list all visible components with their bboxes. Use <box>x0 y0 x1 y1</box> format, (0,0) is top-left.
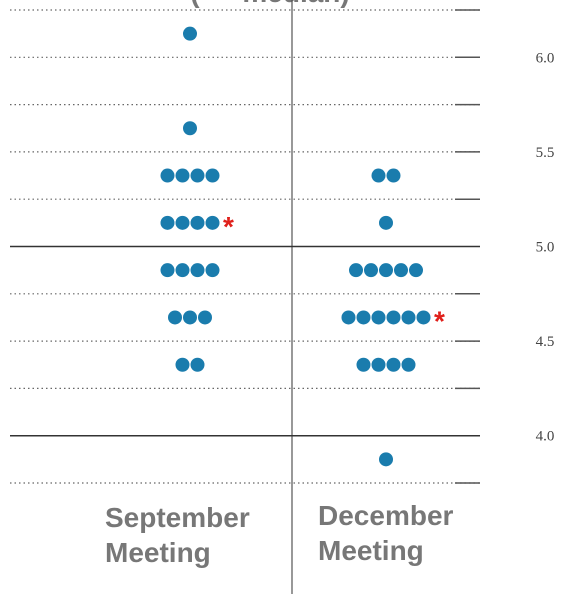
chart-title: (* = median) <box>190 0 349 8</box>
dot <box>394 263 408 278</box>
y-tick-label: 4.5 <box>536 334 555 350</box>
dot <box>198 310 212 325</box>
y-tick-label: 5.0 <box>536 240 555 256</box>
dot <box>371 168 386 183</box>
dot <box>356 357 371 372</box>
dot <box>379 215 393 230</box>
dot <box>341 310 356 325</box>
y-tick-label: 5.5 <box>536 145 555 161</box>
dot <box>364 263 378 278</box>
dot <box>183 26 197 41</box>
y-tick-label: 6.0 <box>536 50 555 66</box>
dot <box>416 310 431 325</box>
dot <box>401 310 416 325</box>
dot <box>371 357 386 372</box>
dot <box>190 357 205 372</box>
dot <box>168 310 182 325</box>
dot <box>175 215 190 230</box>
dot <box>175 263 190 278</box>
median-marker: * <box>223 211 234 242</box>
category-label: December Meeting <box>318 500 454 566</box>
dot <box>175 168 190 183</box>
category-label: September Meeting <box>105 502 250 568</box>
dot <box>379 452 393 467</box>
dot <box>386 168 401 183</box>
dot <box>183 310 197 325</box>
dot <box>386 310 401 325</box>
dot <box>205 215 220 230</box>
dot <box>371 310 386 325</box>
dot <box>160 263 175 278</box>
dot <box>190 263 205 278</box>
dot <box>190 215 205 230</box>
dot <box>349 263 363 278</box>
dot <box>160 215 175 230</box>
dot <box>401 357 416 372</box>
dot <box>205 263 220 278</box>
dot <box>183 121 197 136</box>
dot <box>409 263 423 278</box>
dot <box>356 310 371 325</box>
dot <box>205 168 220 183</box>
dot <box>386 357 401 372</box>
median-marker: * <box>434 305 445 336</box>
y-tick-label: 4.0 <box>536 429 555 445</box>
dot <box>160 168 175 183</box>
dot <box>190 168 205 183</box>
dot <box>379 263 393 278</box>
dot <box>175 357 190 372</box>
